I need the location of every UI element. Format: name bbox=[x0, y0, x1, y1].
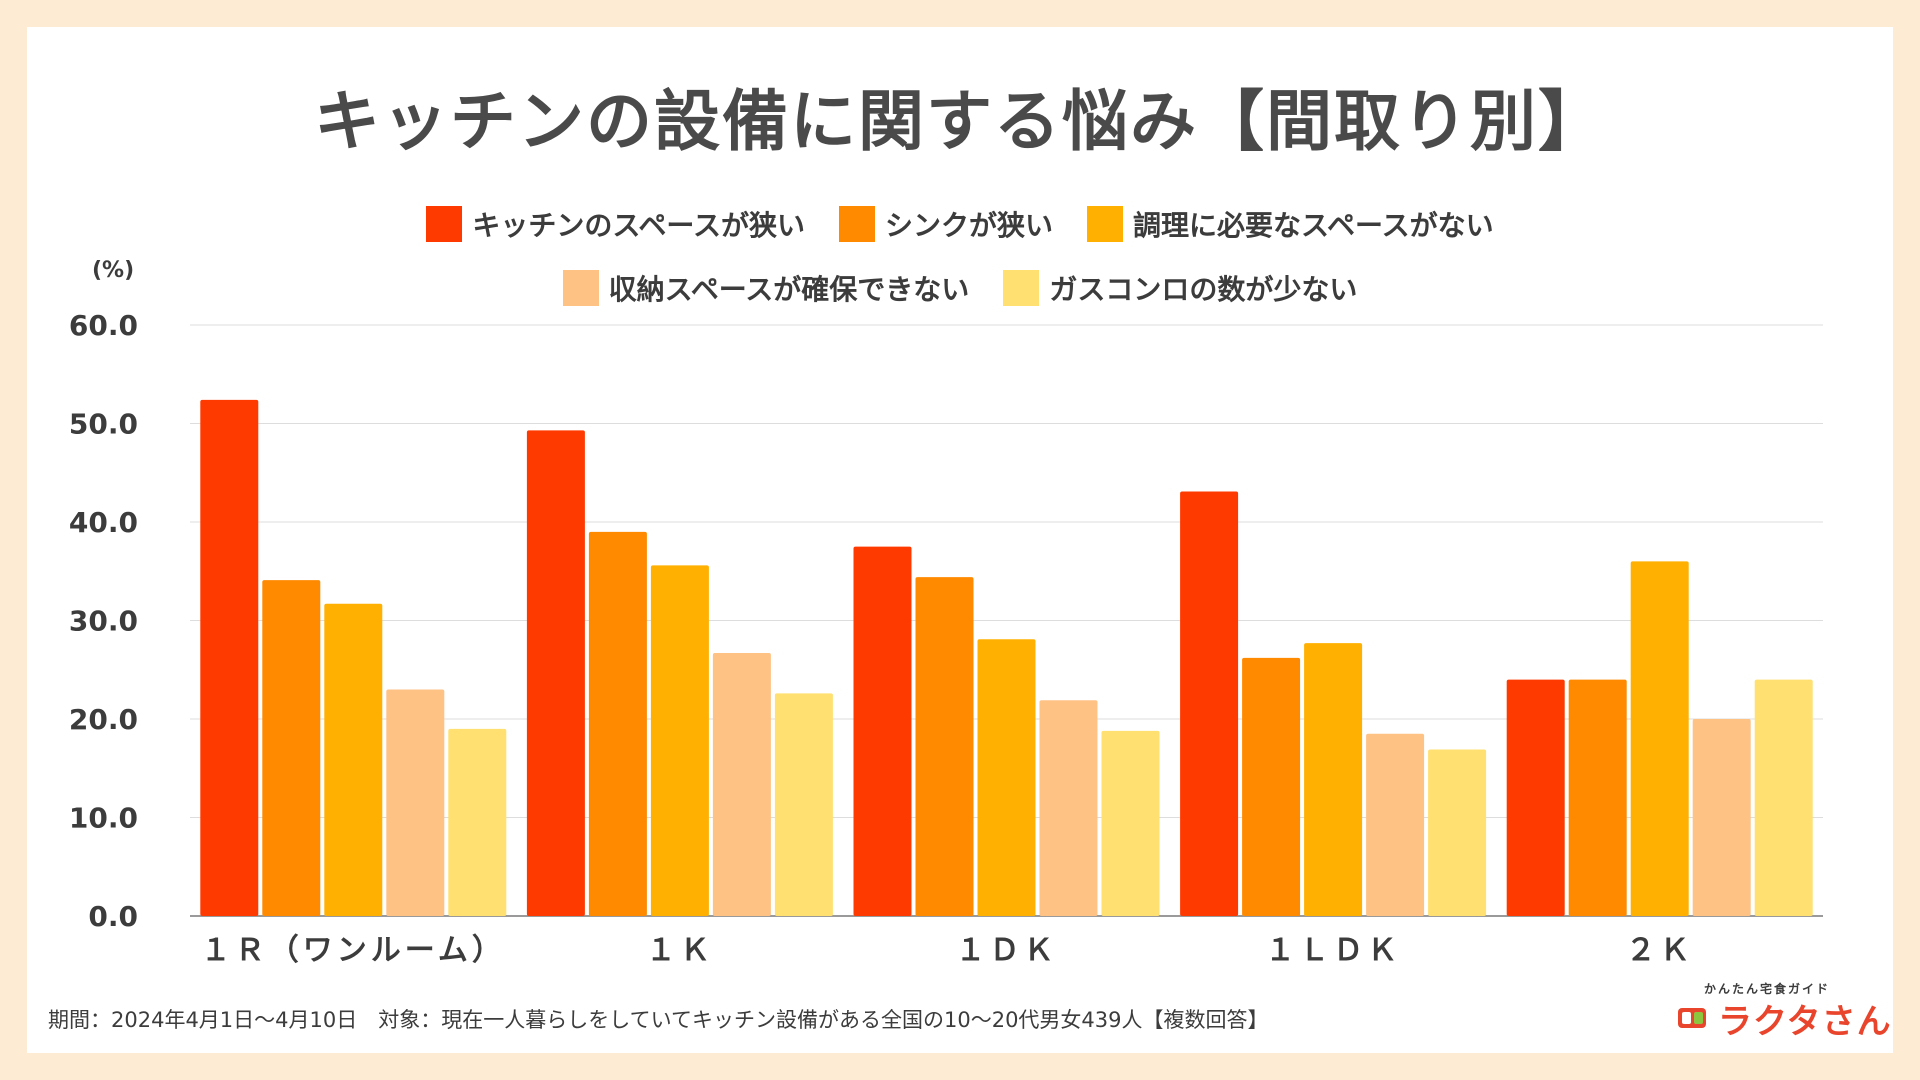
bar bbox=[1039, 700, 1098, 916]
legend-swatch bbox=[1087, 206, 1123, 242]
logo-subtitle: かんたん宅食ガイド bbox=[1704, 982, 1831, 996]
bar bbox=[977, 639, 1036, 916]
footnote: 期間：2024年4月1日～4月10日 対象：現在一人暮らしをしていてキッチン設備… bbox=[48, 1008, 1269, 1032]
bar bbox=[526, 430, 585, 916]
legend-row-2: 収納スペースが確保できない ガスコンロの数が少ない bbox=[0, 268, 1920, 308]
bar bbox=[1568, 679, 1627, 916]
bar bbox=[448, 728, 507, 916]
x-tick-label: １Ｒ（ワンルーム） bbox=[201, 933, 506, 968]
legend-label: 収納スペースが確保できない bbox=[608, 273, 970, 306]
bar bbox=[1101, 730, 1160, 916]
legend-item: キッチンのスペースが狭い bbox=[426, 204, 805, 244]
bar bbox=[1692, 719, 1751, 916]
y-tick-label: 0.0 bbox=[88, 900, 138, 933]
chart-title: キッチンの設備に関する悩み【間取り別】 bbox=[314, 83, 1606, 160]
logo-wordmark: ラクタさん bbox=[1718, 1002, 1892, 1042]
bar bbox=[324, 603, 383, 916]
y-tick-label: 10.0 bbox=[69, 802, 138, 835]
y-tick-label: 60.0 bbox=[69, 309, 138, 342]
bar bbox=[650, 565, 709, 916]
legend-label: 調理に必要なスペースがない bbox=[1133, 209, 1494, 242]
bar bbox=[262, 580, 321, 916]
x-tick-label: １ＤＫ bbox=[956, 933, 1058, 968]
y-tick-label: 50.0 bbox=[69, 408, 138, 441]
bar bbox=[1506, 679, 1565, 916]
legend-row-1: キッチンのスペースが狭い シンクが狭い 調理に必要なスペースがない bbox=[0, 204, 1920, 244]
bar bbox=[915, 577, 974, 916]
bar bbox=[1754, 679, 1813, 916]
bar bbox=[1630, 561, 1689, 916]
x-tick-label: ２Ｋ bbox=[1626, 933, 1694, 968]
bar bbox=[1180, 491, 1239, 916]
legend-item: ガスコンロの数が少ない bbox=[1003, 268, 1357, 308]
y-tick-label: 30.0 bbox=[69, 605, 138, 638]
bar bbox=[853, 546, 912, 916]
bar bbox=[200, 399, 259, 916]
bento-box-icon bbox=[1678, 1008, 1706, 1028]
legend-swatch bbox=[1003, 270, 1040, 306]
bar bbox=[1366, 733, 1425, 916]
legend-label: シンクが狭い bbox=[884, 209, 1053, 242]
bar bbox=[774, 693, 833, 916]
bar bbox=[386, 689, 445, 916]
x-tick-label: １Ｋ bbox=[646, 933, 714, 968]
bar bbox=[588, 531, 647, 916]
legend-label: ガスコンロの数が少ない bbox=[1049, 273, 1358, 306]
y-tick-label: 20.0 bbox=[69, 703, 138, 736]
legend-item: 調理に必要なスペースがない bbox=[1087, 204, 1494, 244]
legend-swatch bbox=[426, 206, 463, 242]
bar bbox=[1304, 643, 1363, 916]
y-axis-unit: (%) bbox=[92, 258, 135, 283]
legend-item: 収納スペースが確保できない bbox=[562, 268, 970, 308]
y-tick-label: 40.0 bbox=[69, 506, 138, 539]
bar bbox=[1428, 749, 1487, 916]
x-tick-label: １ＬＤＫ bbox=[1265, 933, 1401, 968]
legend-swatch bbox=[562, 270, 599, 306]
bar bbox=[1242, 657, 1301, 916]
legend-label: キッチンのスペースが狭い bbox=[472, 209, 805, 242]
legend-item: シンクが狭い bbox=[838, 204, 1053, 244]
legend-swatch bbox=[838, 206, 875, 242]
bar bbox=[712, 653, 771, 916]
